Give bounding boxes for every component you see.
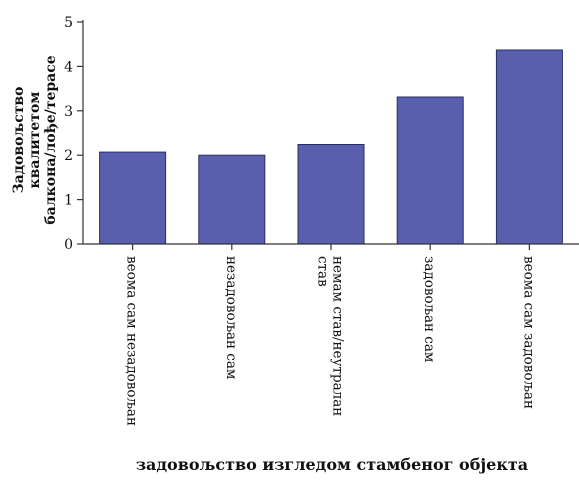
y-axis-label-line-1: Задовољство [11,87,27,194]
y-tick-label-5: 5 [64,15,73,31]
category-label-3-line-2: став [315,256,331,287]
y-axis: 0 1 2 3 4 5 [64,15,84,253]
bar-5 [495,49,563,245]
category-label-5: веома сам задовољан [520,256,536,409]
y-tick-label-3: 3 [64,104,73,120]
y-tick-label-2: 2 [64,148,73,164]
category-labels: веома сам незадовољан незадовољан сам нема… [124,256,537,426]
y-tick-label-1: 1 [64,193,73,209]
category-label-3-line-1: немам став/неутралан [330,256,346,416]
category-label-5-line-1: веома сам задовољан [520,256,536,409]
y-axis-label-line-2: квалитетом [27,92,43,189]
bar-2 [198,154,266,245]
category-label-2: незадовољан сам [223,256,239,380]
category-label-1: веома сам незадовољан [124,256,140,426]
category-label-1-line-1: веома сам незадовољан [124,256,140,426]
bar-3 [297,144,365,245]
category-label-4: задовољан сам [421,256,437,363]
category-label-2-line-1: незадовољан сам [223,256,239,380]
x-axis-label: задовољство изгледом стамбеног објекта [136,455,528,474]
y-tick-label-0: 0 [64,237,73,253]
bar-1 [99,151,167,245]
y-axis-label: Задовољство квалитетом балкона/лође/тера… [11,55,59,224]
y-tick-label-4: 4 [64,59,73,75]
y-axis-label-line-3: балкона/лође/терасе [43,55,59,224]
bars-group [99,49,563,245]
category-label-4-line-1: задовољан сам [421,256,437,363]
bar-4 [396,96,464,245]
x-axis [83,243,579,250]
